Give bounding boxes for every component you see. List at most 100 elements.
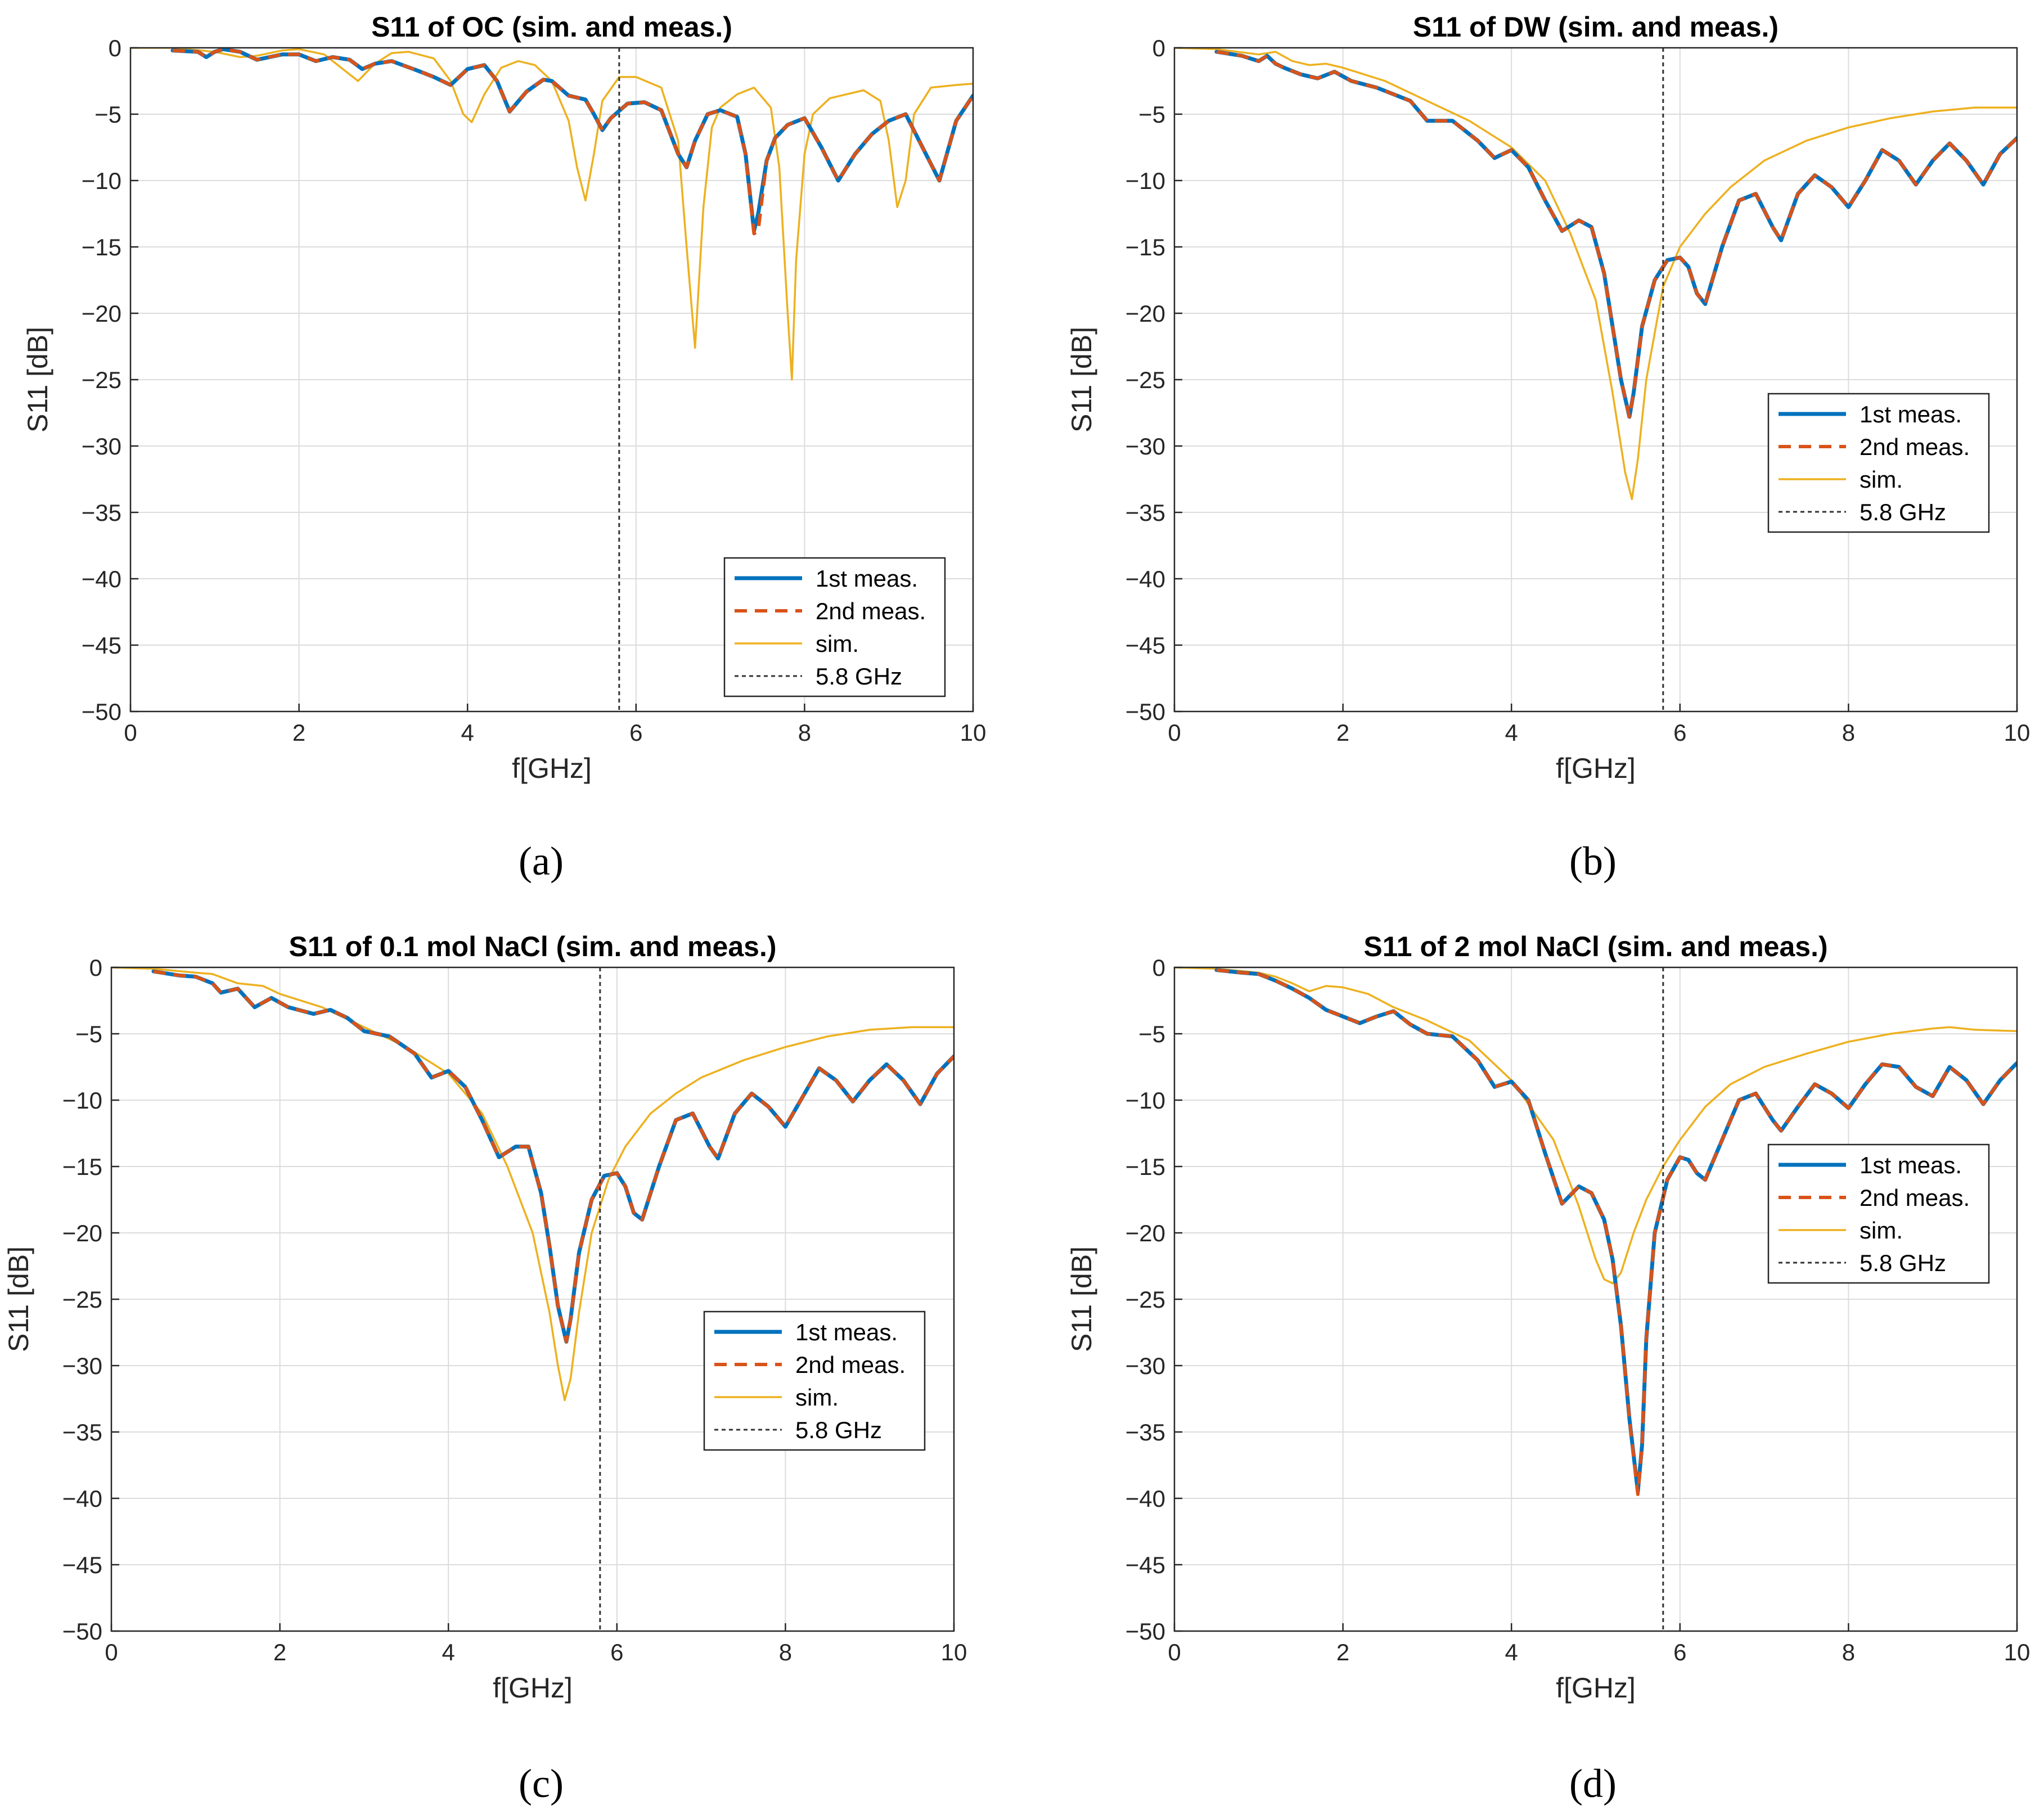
chart-2-ytick-label-6: −30 <box>62 1353 102 1379</box>
chart-2-ytick-label-4: −20 <box>62 1220 102 1246</box>
chart-0-caption: (a) <box>519 839 564 884</box>
chart-0-ytick-label-2: −10 <box>82 168 121 194</box>
chart-2-caption: (c) <box>519 1761 564 1806</box>
chart-3-xtick-label-0: 0 <box>1168 1639 1181 1665</box>
chart-0-ytick-label-10: −50 <box>82 699 121 725</box>
chart-3-legend-label-meas2: 2nd meas. <box>1860 1185 1970 1211</box>
chart-0-xtick-label-0: 0 <box>124 719 137 746</box>
chart-1-xtick-label-5: 10 <box>2004 719 2031 746</box>
chart-3-xlabel: f[GHz] <box>1556 1672 1636 1704</box>
chart-3-ytick-label-9: −45 <box>1125 1552 1165 1578</box>
chart-2-xtick-label-2: 4 <box>442 1639 455 1665</box>
chart-3-legend-label-meas1: 1st meas. <box>1860 1152 1962 1178</box>
chart-3-ylabel: S11 [dB] <box>1066 1246 1097 1352</box>
chart-1-ytick-label-8: −40 <box>1125 566 1165 592</box>
chart-0-xtick-label-2: 4 <box>461 719 474 746</box>
chart-1-xtick-label-0: 0 <box>1168 719 1181 746</box>
chart-1-legend: 1st meas. 2nd meas. sim. 5.8 GHz <box>1767 393 1990 533</box>
chart-1-series-sim <box>1174 48 2017 501</box>
chart-1-ytick-label-9: −45 <box>1125 632 1165 659</box>
chart-1-ytick-label-3: −15 <box>1125 234 1165 260</box>
chart-2-ylabel: S11 [dB] <box>3 1246 34 1352</box>
chart-1-legend-label-sim: sim. <box>1860 466 1903 493</box>
chart-1-ytick-label-2: −10 <box>1125 168 1165 194</box>
chart-0-series-meas2 <box>172 48 973 236</box>
chart-0-ytick-label-7: −35 <box>82 499 121 526</box>
chart-0-xtick-label-3: 6 <box>629 719 642 746</box>
chart-1-ytick-label-7: −35 <box>1125 499 1165 526</box>
chart-2-title: S11 of 0.1 mol NaCl (sim. and meas.) <box>289 931 777 962</box>
chart-3-series-meas2 <box>1216 968 2017 1496</box>
chart-3-ytick-label-4: −20 <box>1125 1220 1165 1246</box>
chart-0-legend-box <box>723 557 946 697</box>
chart-0-xtick-label-1: 2 <box>292 719 305 746</box>
chart-1-ytick-label-4: −20 <box>1125 300 1165 327</box>
chart-2-legend-label-meas2: 2nd meas. <box>795 1352 906 1378</box>
chart-3-caption: (d) <box>1569 1761 1617 1806</box>
chart-2-xtick-label-3: 6 <box>610 1639 623 1665</box>
chart-2-ytick-label-7: −35 <box>62 1419 102 1445</box>
chart-2-series-meas2 <box>153 970 954 1344</box>
chart-0-ytick-label-5: −25 <box>82 367 121 393</box>
chart-2-ytick-label-9: −45 <box>62 1552 102 1578</box>
chart-2-legend-label-meas1: 1st meas. <box>795 1319 898 1345</box>
chart-panel-c: 0 2 4 6 8 10 0 −5 −10 −15 −20 −25 −30 −35 −40 −45 −50 S11… <box>3 931 967 1806</box>
chart-3-ytick-label-7: −35 <box>1125 1419 1165 1445</box>
chart-0-ytick-label-9: −45 <box>82 632 121 659</box>
chart-1-xtick-label-3: 6 <box>1673 719 1686 746</box>
chart-2-ytick-label-10: −50 <box>62 1618 102 1645</box>
chart-3-ytick-label-1: −5 <box>1138 1021 1165 1047</box>
chart-1-xlabel: f[GHz] <box>1556 753 1636 784</box>
chart-2-xtick-label-0: 0 <box>105 1639 118 1665</box>
chart-1-xtick-label-2: 4 <box>1505 719 1518 746</box>
chart-1-series-meas1 <box>1214 49 2017 419</box>
chart-2-xlabel: f[GHz] <box>493 1672 573 1704</box>
chart-0-legend-label-sim: sim. <box>816 630 859 657</box>
chart-2-ytick-label-3: −15 <box>62 1154 102 1180</box>
chart-2-xtick-label-4: 8 <box>779 1639 792 1665</box>
chart-2-legend-label-sim: sim. <box>795 1384 839 1411</box>
chart-0-ytick-label-1: −5 <box>94 101 121 128</box>
chart-3-ytick-label-5: −25 <box>1125 1286 1165 1313</box>
chart-0-ytick-label-4: −20 <box>82 300 121 327</box>
chart-1-title: S11 of DW (sim. and meas.) <box>1413 11 1779 43</box>
chart-3-ytick-label-3: −15 <box>1125 1154 1165 1180</box>
chart-0-xlabel: f[GHz] <box>512 753 592 784</box>
chart-panel-d: 0 2 4 6 8 10 0 −5 −10 −15 −20 −25 −30 −35 −40 −45 −50 S11… <box>1066 931 2030 1806</box>
chart-1-ytick-label-0: 0 <box>1152 35 1165 61</box>
chart-1-ytick-label-5: −25 <box>1125 367 1165 393</box>
chart-2-ytick-label-0: 0 <box>89 954 102 981</box>
chart-2-xtick-label-1: 2 <box>273 1639 286 1665</box>
chart-1-legend-label-meas2: 2nd meas. <box>1860 434 1970 460</box>
chart-0-legend-label-meas1: 1st meas. <box>816 565 918 592</box>
chart-1-ylabel: S11 [dB] <box>1066 327 1097 433</box>
chart-3-legend-box <box>1767 1143 1990 1284</box>
chart-3-xtick-label-5: 10 <box>2004 1639 2031 1665</box>
chart-1-caption: (b) <box>1569 839 1617 884</box>
chart-3-xtick-label-4: 8 <box>1842 1639 1855 1665</box>
chart-1-xtick-label-4: 8 <box>1842 719 1855 746</box>
chart-1-xtick-label-1: 2 <box>1336 719 1349 746</box>
chart-panel-b: 0 2 4 6 8 10 0 −5 −10 −15 −20 −25 −30 −35 −40 −45 −50 S11… <box>1066 11 2030 884</box>
chart-0-ytick-label-8: −40 <box>82 566 121 592</box>
chart-0-ytick-label-0: 0 <box>109 35 121 61</box>
chart-1-ytick-label-1: −5 <box>1138 101 1165 128</box>
chart-0-series-sim <box>130 48 973 381</box>
chart-3-legend-label-marker: 5.8 GHz <box>1860 1250 1946 1276</box>
chart-3-title: S11 of 2 mol NaCl (sim. and meas.) <box>1363 931 1827 962</box>
chart-3-legend-label-sim: sim. <box>1860 1217 1903 1244</box>
chart-1-ytick-label-6: −30 <box>1125 433 1165 460</box>
chart-0-legend: 1st meas. 2nd meas. sim. 5.8 GHz <box>723 557 946 697</box>
chart-2-xtick-label-5: 10 <box>941 1639 967 1665</box>
chart-1-legend-box <box>1767 393 1990 533</box>
chart-2-legend: 1st meas. 2nd meas. sim. 5.8 GHz <box>703 1310 926 1451</box>
chart-2-ytick-label-5: −25 <box>62 1286 102 1313</box>
chart-0-xtick-label-5: 10 <box>960 719 987 746</box>
chart-3-ytick-label-6: −30 <box>1125 1353 1165 1379</box>
chart-panel-a: 0 2 4 6 8 10 0 −5 −10 −15 −20 −25 −30 −35 −40 −45 −50 S11… <box>22 11 986 884</box>
chart-3-ytick-label-2: −10 <box>1125 1087 1165 1114</box>
chart-0-legend-label-marker: 5.8 GHz <box>816 663 902 690</box>
chart-0-ytick-label-3: −15 <box>82 234 121 260</box>
chart-2-legend-label-marker: 5.8 GHz <box>795 1417 882 1443</box>
